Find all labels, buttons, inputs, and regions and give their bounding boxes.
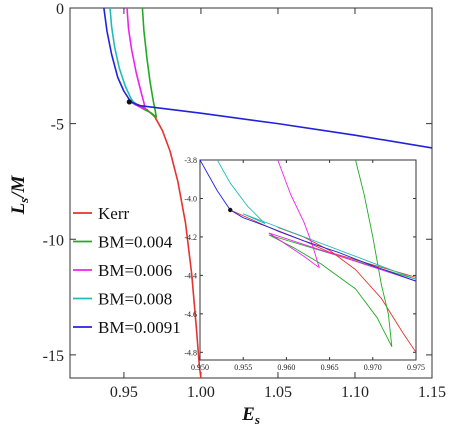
y-axis-title-main: L <box>8 203 29 216</box>
inset-series-group <box>200 160 416 353</box>
inset-xtick-label: 0.950 <box>191 363 209 372</box>
inset-marker-point <box>228 207 233 213</box>
main-xtick-label: 1.15 <box>418 384 446 401</box>
legend-label-kerr: Kerr <box>98 204 129 223</box>
inset-xtick-label: 0.965 <box>321 363 339 372</box>
main-xtick-label: 0.95 <box>110 384 138 401</box>
main-ytick-label: -10 <box>43 232 64 249</box>
inset-frame <box>199 159 417 361</box>
main-marker-point <box>126 99 132 105</box>
main-xtick-label: 1.00 <box>187 384 215 401</box>
main-series-group <box>103 8 432 378</box>
legend-label-bm-0-0091: BM=0.0091 <box>98 318 181 337</box>
x-axis-title: Es <box>241 404 260 427</box>
main-xtick-label: 1.05 <box>264 384 292 401</box>
main-ytick-label: 0 <box>56 1 64 18</box>
main-ytick-label: -5 <box>51 117 64 134</box>
inset-xtick-label: 0.960 <box>277 363 295 372</box>
inset-series-bm-0-004 <box>268 160 416 347</box>
y-axis-title-sub: s <box>16 198 31 204</box>
inset-xtick-label: 0.970 <box>364 363 382 372</box>
legend-label-bm-0-004: BM=0.004 <box>98 233 173 252</box>
inset-ytick-label: -4.0 <box>184 194 197 203</box>
legend-label-bm-0-008: BM=0.008 <box>98 290 172 309</box>
inset-xtick-label: 0.975 <box>407 363 425 372</box>
inset-series-bm-0-0091 <box>200 160 416 282</box>
main-series-bm-0-006 <box>126 8 146 111</box>
inset-series-bm-0-006 <box>268 160 416 282</box>
inset-ytick-label: -4.8 <box>184 348 197 357</box>
y-axis-title: Ls/M <box>8 174 31 215</box>
inset-ytick-label: -3.8 <box>184 156 197 165</box>
legend: Kerr BM=0.004 BM=0.006 BM=0.008 BM=0.0091 <box>73 204 181 337</box>
main-ytick-label: -15 <box>43 348 64 365</box>
inset-ytick-label: -4.6 <box>184 310 197 319</box>
inset-xtick-label: 0.955 <box>234 363 252 372</box>
main-xtick-label: 1.10 <box>341 384 369 401</box>
y-axis-title-suffix: /M <box>8 174 29 199</box>
inset-ytick-label: -4.2 <box>184 233 197 242</box>
inset-series-bm-0-008 <box>216 160 416 280</box>
inset-ytick-label: -4.4 <box>184 271 197 280</box>
x-axis-title-main: E <box>241 404 255 425</box>
x-axis-title-sub: s <box>254 412 260 427</box>
inset-plot: 0.950 0.955 0.960 0.965 0.970 0.975 -3.8 -4.0 -4… <box>184 156 425 372</box>
legend-label-bm-0-006: BM=0.006 <box>98 261 172 280</box>
